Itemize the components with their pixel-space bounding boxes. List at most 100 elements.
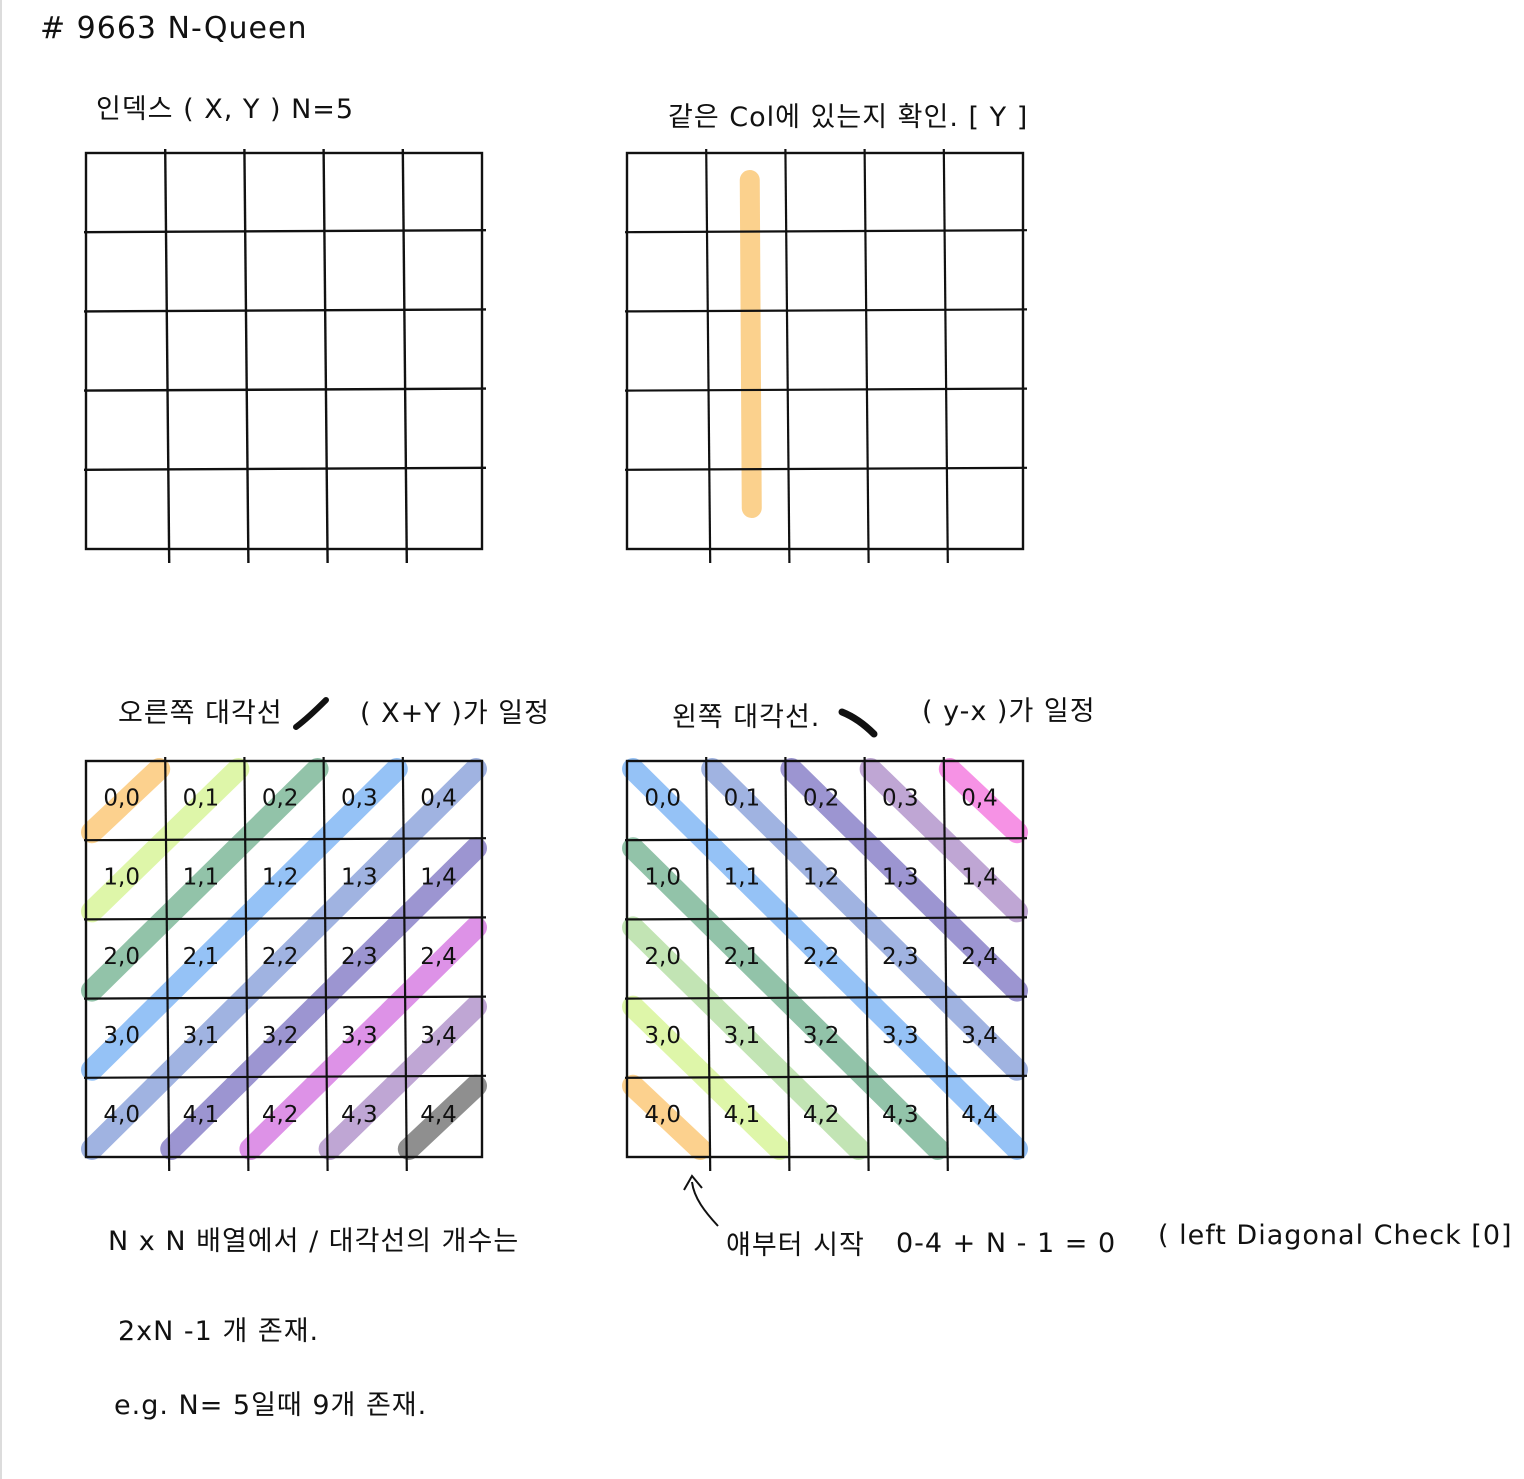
left-diagonal-grid-col-line <box>784 756 791 1172</box>
left-diagonal-grid-cell-label: 3,3 <box>882 1023 919 1049</box>
left-diagonal-stroke <box>622 758 1028 1160</box>
index-grid-row-line <box>83 466 487 471</box>
page-edge <box>0 0 2 1479</box>
right-diagonal-grid-row-line <box>83 837 487 842</box>
right-diagonal-grid-row-line <box>83 1074 487 1079</box>
right-diagonal-stroke <box>318 995 487 1160</box>
left-diagonal-grid-col-line <box>705 756 712 1172</box>
right-diagonal-grid-cell-label: 1,3 <box>341 865 378 891</box>
right-diagonal-grid-cell-label: 4,2 <box>262 1102 299 1128</box>
left-diagonal-grid: 0,0 0,1 0,2 0,3 0,4 1,0 1,1 1,2 1,3 1,4 2,0 2,1 2,2 2… <box>622 756 1028 1172</box>
left-diagonal-grid-cell-label: 0,2 <box>803 785 840 811</box>
right-diagonal-stroke <box>81 758 487 1160</box>
right-diagonal-grid-border <box>84 759 484 1159</box>
slash-mark <box>293 697 329 730</box>
index-grid-border <box>84 151 484 551</box>
left-diagonal-stroke <box>622 916 870 1160</box>
left-diagonal-formula: ( y-x )가 일정 <box>922 696 1096 727</box>
left-diagonal-grid-row-line <box>624 837 1028 842</box>
backslash-mark <box>838 708 878 738</box>
start-arrow-head <box>683 1174 703 1191</box>
right-diagonal-grid-cell-label: 1,1 <box>183 865 220 891</box>
right-diagonal-grid-cell-label: 4,4 <box>420 1102 457 1128</box>
left-diagonal-grid-cell-label: 3,0 <box>644 1023 681 1049</box>
left-diagonal-grid-row-line <box>624 916 1028 921</box>
left-diagonal-check-note: ( left Diagonal Check [0] ) <box>1158 1220 1524 1251</box>
right-diagonal-grid-cell-label: 0,2 <box>262 785 299 811</box>
right-diagonal-label: 오른쪽 대각선 <box>118 698 283 729</box>
column-grid-row-line <box>624 308 1028 313</box>
right-diagonal-stroke <box>160 837 487 1160</box>
left-diagonal-grid-cell-label: 0,1 <box>724 785 761 811</box>
index-grid-col-line <box>401 148 408 564</box>
left-diagonal-grid-cell-label: 4,1 <box>724 1102 761 1128</box>
right-diagonal-grid-cell-label: 3,0 <box>103 1023 140 1049</box>
left-diagonal-grid-cell-label: 4,2 <box>803 1102 840 1128</box>
right-diagonal-grid-cell-label: 0,1 <box>183 785 220 811</box>
start-note: 얘부터 시작 <box>726 1230 865 1261</box>
right-diagonal-grid-cell-label: 3,3 <box>341 1023 378 1049</box>
left-diagonal-grid-cell-label: 2,2 <box>803 944 840 970</box>
column-highlight <box>739 170 762 518</box>
right-diagonal-grid-cell-label: 0,0 <box>103 785 140 811</box>
column-grid-col-line <box>784 148 791 564</box>
left-diagonal-grid-cell-label: 0,4 <box>961 785 998 811</box>
index-grid-col-line <box>243 148 250 564</box>
example-note: e.g. N= 5일때 9개 존재. <box>114 1390 428 1421</box>
left-diagonal-grid-cell-label: 3,4 <box>961 1023 998 1049</box>
column-grid-col-line <box>705 148 712 564</box>
right-diagonal-grid-cell-label: 2,0 <box>103 944 140 970</box>
left-diagonal-grid-cell-label: 1,0 <box>644 865 681 891</box>
left-diagonal-stroke <box>701 758 1028 1081</box>
right-diagonal-grid-cell-label: 1,2 <box>262 865 299 891</box>
column-grid-row-line <box>624 466 1028 471</box>
right-diagonal-formula: ( X+Y )가 일정 <box>360 698 550 729</box>
right-diagonal-grid-cell-label: 2,2 <box>262 944 299 970</box>
left-diagonal-grid-cell-label: 0,3 <box>882 785 919 811</box>
right-diagonal-grid-cell-label: 4,1 <box>183 1102 220 1128</box>
left-diagonal-grid-cell-label: 4,4 <box>961 1102 998 1128</box>
index-grid-row-line <box>83 308 487 313</box>
left-diagonal-grid-cell-label: 0,0 <box>644 785 681 811</box>
right-diagonal-grid-cell-label: 4,3 <box>341 1102 378 1128</box>
left-diagonal-grid-cell-label: 4,0 <box>644 1102 681 1128</box>
index-grid <box>83 148 487 564</box>
index-grid-row-line <box>83 387 487 392</box>
column-grid-col-line <box>942 148 949 564</box>
left-diagonal-grid-cell-label: 2,3 <box>882 944 919 970</box>
right-diagonal-stroke <box>81 758 171 844</box>
right-diagonal-grid-col-line <box>322 756 329 1172</box>
column-grid-col-line <box>863 148 870 564</box>
offset-formula: 0-4 + N - 1 = 0 <box>896 1228 1117 1259</box>
left-diagonal-grid-cell-label: 1,3 <box>882 865 919 891</box>
left-diagonal-stroke <box>938 758 1028 844</box>
column-grid <box>624 148 1028 564</box>
index-grid-col-line <box>164 148 171 564</box>
right-diagonal-grid-col-line <box>243 756 250 1172</box>
left-diagonal-stroke <box>780 758 1028 1002</box>
right-diagonal-grid-col-line <box>401 756 408 1172</box>
left-diagonal-grid-col-line <box>863 756 870 1172</box>
right-diagonal-grid-cell-label: 0,3 <box>341 785 378 811</box>
left-diagonal-grid-col-line <box>942 756 949 1172</box>
left-diagonal-grid-border <box>625 759 1025 1159</box>
left-diagonal-label: 왼쪽 대각선. <box>672 702 821 733</box>
left-diagonal-grid-cell-label: 2,1 <box>724 944 761 970</box>
left-diagonal-grid-cell-label: 4,3 <box>882 1102 919 1128</box>
right-diagonal-grid-cell-label: 3,1 <box>183 1023 220 1049</box>
right-diagonal-grid-cell-label: 1,0 <box>103 865 140 891</box>
left-diagonal-grid-cell-label: 3,2 <box>803 1023 840 1049</box>
diagonal-count-note: N x N 배열에서 / 대각선의 개수는 <box>108 1226 520 1257</box>
start-arrow <box>691 1181 719 1227</box>
diagonal-count-formula: 2xN -1 개 존재. <box>118 1316 320 1347</box>
left-diagonal-grid-cell-label: 1,2 <box>803 865 840 891</box>
index-grid-col-line <box>322 148 329 564</box>
left-diagonal-stroke <box>622 1074 712 1160</box>
right-diagonal-grid-cell-label: 2,3 <box>341 944 378 970</box>
column-grid-row-line <box>624 387 1028 392</box>
right-diagonal-stroke <box>81 758 329 1002</box>
index-grid-row-line <box>83 229 487 234</box>
right-diagonal-grid-cell-label: 0,4 <box>420 785 457 811</box>
